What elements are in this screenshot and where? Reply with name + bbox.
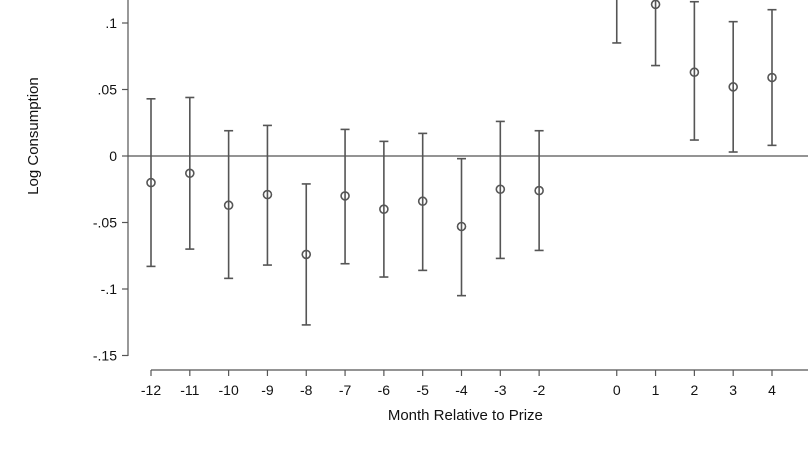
- point-estimate: [728, 82, 738, 92]
- x-tick-label: -6: [378, 382, 391, 398]
- x-tick-label: -10: [219, 382, 239, 398]
- x-tick-label: -2: [533, 382, 546, 398]
- x-axis: -12 -11 -10 -9 -8 -7 -6 -5 -4 -3 -2 0 1 2 3 4: [141, 369, 808, 398]
- point-estimate: [767, 72, 777, 83]
- y-tick-label: -.1: [101, 281, 118, 297]
- x-tick-label: -7: [339, 382, 352, 398]
- point-estimate: [417, 196, 428, 207]
- point-estimate: [534, 185, 544, 196]
- point-estimate: [223, 200, 234, 211]
- x-tick-label: 1: [652, 382, 660, 398]
- y-tick-label: 0: [109, 148, 117, 164]
- y-axis-title: Log Consumption: [25, 77, 42, 195]
- x-axis-title: Month Relative to Prize: [388, 407, 543, 424]
- x-tick-label: 3: [729, 382, 737, 398]
- point-estimate: [456, 221, 467, 232]
- y-axis: .1 .05 0 -.05 -.1 -.15: [93, 0, 129, 364]
- y-tick-label: -.15: [93, 348, 117, 364]
- point-estimate: [146, 177, 156, 188]
- point-estimate: [495, 184, 506, 195]
- plot-area: [128, 0, 808, 326]
- x-tick-label: -12: [141, 382, 161, 398]
- x-tick-label: -5: [416, 382, 429, 398]
- x-tick-label: 0: [613, 382, 621, 398]
- x-tick-label: 4: [768, 382, 776, 398]
- point-estimate: [185, 168, 195, 179]
- x-tick-label: -4: [455, 382, 468, 398]
- x-tick-label: -9: [261, 382, 274, 398]
- y-tick-label: .05: [98, 82, 118, 98]
- point-estimate: [689, 67, 700, 78]
- x-tick-label: 2: [690, 382, 698, 398]
- y-tick-label: -.05: [93, 215, 117, 231]
- y-tick-label: .1: [105, 15, 117, 31]
- x-tick-label: -3: [494, 382, 507, 398]
- point-estimate: [262, 189, 273, 200]
- point-estimate: [301, 249, 312, 260]
- x-tick-label: -11: [180, 382, 199, 398]
- point-estimate: [340, 191, 350, 201]
- point-estimate: [379, 204, 389, 214]
- point-estimate: [650, 0, 661, 10]
- x-tick-label: -8: [300, 382, 313, 398]
